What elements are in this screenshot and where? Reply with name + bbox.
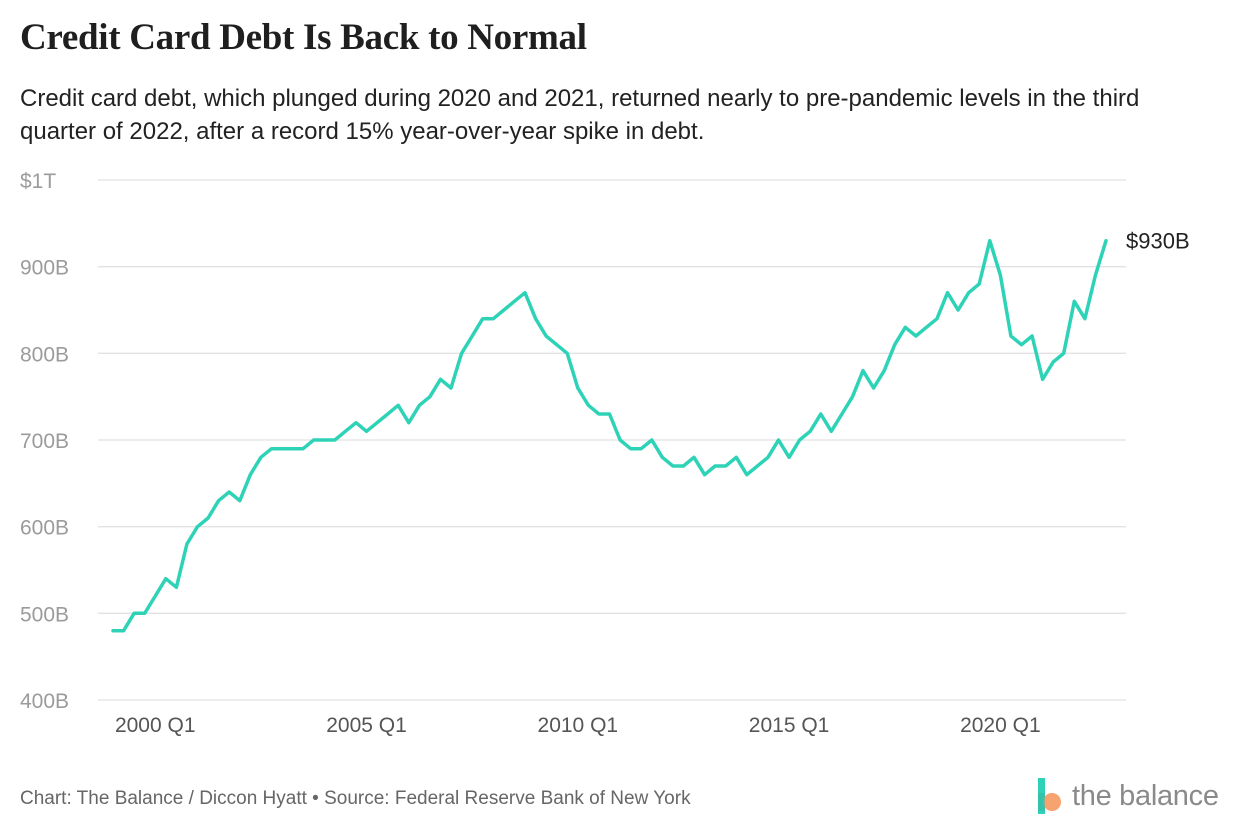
chart-title: Credit Card Debt Is Back to Normal [20,17,587,58]
y-tick-label: 800B [20,343,69,366]
x-tick-label: 2020 Q1 [960,714,1041,737]
the-balance-logo-icon [1038,778,1061,814]
chart-subtitle: Credit card debt, which plunged during 2… [20,85,1140,145]
end-value-label: $930B [1126,229,1190,254]
brand-name: the balance [1072,779,1219,812]
y-tick-label: 500B [20,603,69,626]
y-tick-label: 400B [20,690,69,713]
series-line [111,238,1108,633]
end-label-layer: $930B [1126,229,1190,254]
series-layer [111,238,1108,633]
x-tick-label: 2005 Q1 [326,714,407,737]
gridlines [98,179,1126,701]
brand-logo[interactable]: the balance [1036,776,1219,816]
x-tick-label: 2015 Q1 [749,714,830,737]
y-tick-label: $1T [20,170,56,193]
y-tick-label: 600B [20,517,69,540]
x-tick-label: 2010 Q1 [538,714,619,737]
chart-source-credit: Chart: The Balance / Diccon Hyatt • Sour… [20,788,691,809]
y-tick-label: 900B [20,257,69,280]
y-axis-ticks: 400B 500B 600B 700B 800B 900B $1T [20,170,69,713]
y-tick-label: 700B [20,430,69,453]
x-axis-ticks: 2000 Q1 2005 Q1 2010 Q1 2015 Q1 2020 Q1 [115,714,1041,737]
x-tick-label: 2000 Q1 [115,714,196,737]
